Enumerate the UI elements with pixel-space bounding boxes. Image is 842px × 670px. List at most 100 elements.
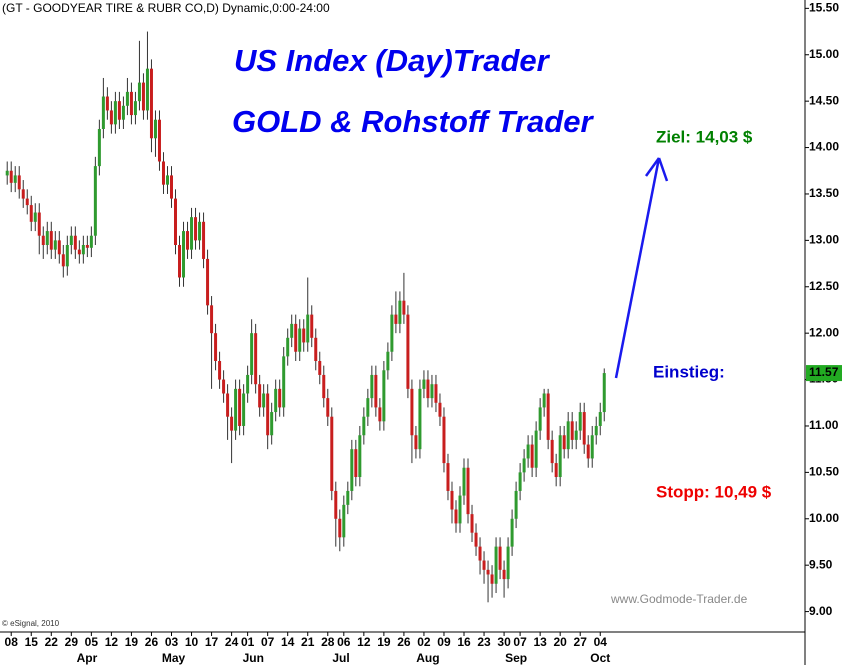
x-tick-label: 12 <box>357 635 371 649</box>
month-label: May <box>162 651 186 665</box>
candle-body <box>202 221 206 259</box>
candle-body <box>398 300 402 324</box>
candle-body <box>354 449 358 478</box>
candle-body <box>254 333 258 385</box>
candle-body <box>594 425 598 436</box>
candle-body <box>486 569 490 575</box>
candle-body <box>330 416 334 491</box>
candle-body <box>394 314 398 324</box>
candle-body <box>17 175 21 190</box>
candle-body <box>510 518 514 547</box>
candle-body <box>157 119 161 162</box>
candle-body <box>210 305 214 334</box>
y-tick-label: 15.00 <box>809 47 839 61</box>
headline: GOLD & Rohstoff Trader <box>232 104 594 139</box>
candle-body <box>125 91 129 106</box>
x-tick-label: 14 <box>281 635 295 649</box>
candle-body <box>294 323 298 352</box>
candle-body <box>65 245 69 267</box>
candle-body <box>190 217 194 250</box>
x-tick-label: 01 <box>241 635 255 649</box>
candle-body <box>222 379 226 394</box>
candle-body <box>470 514 474 533</box>
candle-body <box>29 205 33 222</box>
x-tick-label: 09 <box>437 635 451 649</box>
copyright: © eSignal, 2010 <box>2 619 60 628</box>
candle-body <box>282 356 286 408</box>
candle-body <box>97 128 101 167</box>
y-tick-label: 13.00 <box>809 233 839 247</box>
candle-body <box>370 374 374 399</box>
candle-body <box>334 490 338 519</box>
month-label: Jul <box>332 651 349 665</box>
y-tick-label: 9.50 <box>809 557 833 571</box>
candle-body <box>418 388 422 450</box>
candle-body <box>274 388 278 413</box>
x-tick-label: 04 <box>594 635 608 649</box>
candle-body <box>338 518 342 538</box>
candle-body <box>514 490 518 519</box>
x-tick-label: 29 <box>65 635 79 649</box>
candle-body <box>45 231 49 246</box>
candle-body <box>602 373 606 413</box>
candle-body <box>318 361 322 375</box>
candle-body <box>242 393 246 426</box>
x-tick-label: 24 <box>225 635 239 649</box>
candle-body <box>214 333 218 362</box>
y-tick-label: 12.00 <box>809 325 839 339</box>
candle-body <box>358 435 362 478</box>
x-tick-label: 15 <box>25 635 39 649</box>
candle-body <box>414 435 418 450</box>
chart-title: (GT - GOODYEAR TIRE & RUBR CO,D) Dynamic… <box>2 1 330 15</box>
x-tick-label: 17 <box>205 635 219 649</box>
candle-body <box>298 328 302 352</box>
candle-body <box>526 444 530 459</box>
candle-body <box>390 314 394 352</box>
candle-body <box>542 393 546 408</box>
candle-body <box>498 546 502 570</box>
y-tick-label: 12.50 <box>809 279 839 293</box>
candle-body <box>450 490 454 510</box>
candle-body <box>290 323 294 338</box>
x-tick-label: 23 <box>477 635 491 649</box>
month-label: Aug <box>416 651 439 665</box>
candle-body <box>182 231 186 278</box>
x-tick-label: 28 <box>321 635 335 649</box>
candle-body <box>302 328 306 343</box>
x-tick-label: 30 <box>497 635 511 649</box>
candle-body <box>113 101 117 125</box>
candle-body <box>137 82 141 102</box>
candle-body <box>582 412 586 445</box>
candle-body <box>234 388 238 431</box>
candle-body <box>266 393 270 436</box>
y-tick-label: 10.50 <box>809 465 839 479</box>
candle-body <box>238 388 242 426</box>
candle-body <box>362 416 366 436</box>
candle-body <box>426 379 430 399</box>
candle-body <box>21 189 25 199</box>
y-tick-label: 14.50 <box>809 93 839 107</box>
candle-body <box>474 532 478 547</box>
candle-body <box>149 68 153 139</box>
y-tick-label: 13.50 <box>809 186 839 200</box>
candle-body <box>462 467 466 496</box>
candle-body <box>546 393 550 440</box>
candle-body <box>574 430 578 440</box>
x-tick-label: 19 <box>377 635 391 649</box>
y-tick-label: 10.00 <box>809 511 839 525</box>
candle-body <box>434 384 438 403</box>
candle-body <box>466 467 470 515</box>
candle-body <box>153 119 157 139</box>
candle-body <box>382 370 386 422</box>
candle-body <box>342 504 346 538</box>
candle-body <box>129 91 133 116</box>
candle-body <box>117 101 121 120</box>
candle-body <box>530 444 534 468</box>
candle-body <box>206 258 210 306</box>
x-tick-label: 07 <box>513 635 527 649</box>
website: www.Godmode-Trader.de <box>610 592 748 606</box>
candle-body <box>270 412 274 436</box>
candle-body <box>490 574 494 584</box>
candle-body <box>194 217 198 241</box>
